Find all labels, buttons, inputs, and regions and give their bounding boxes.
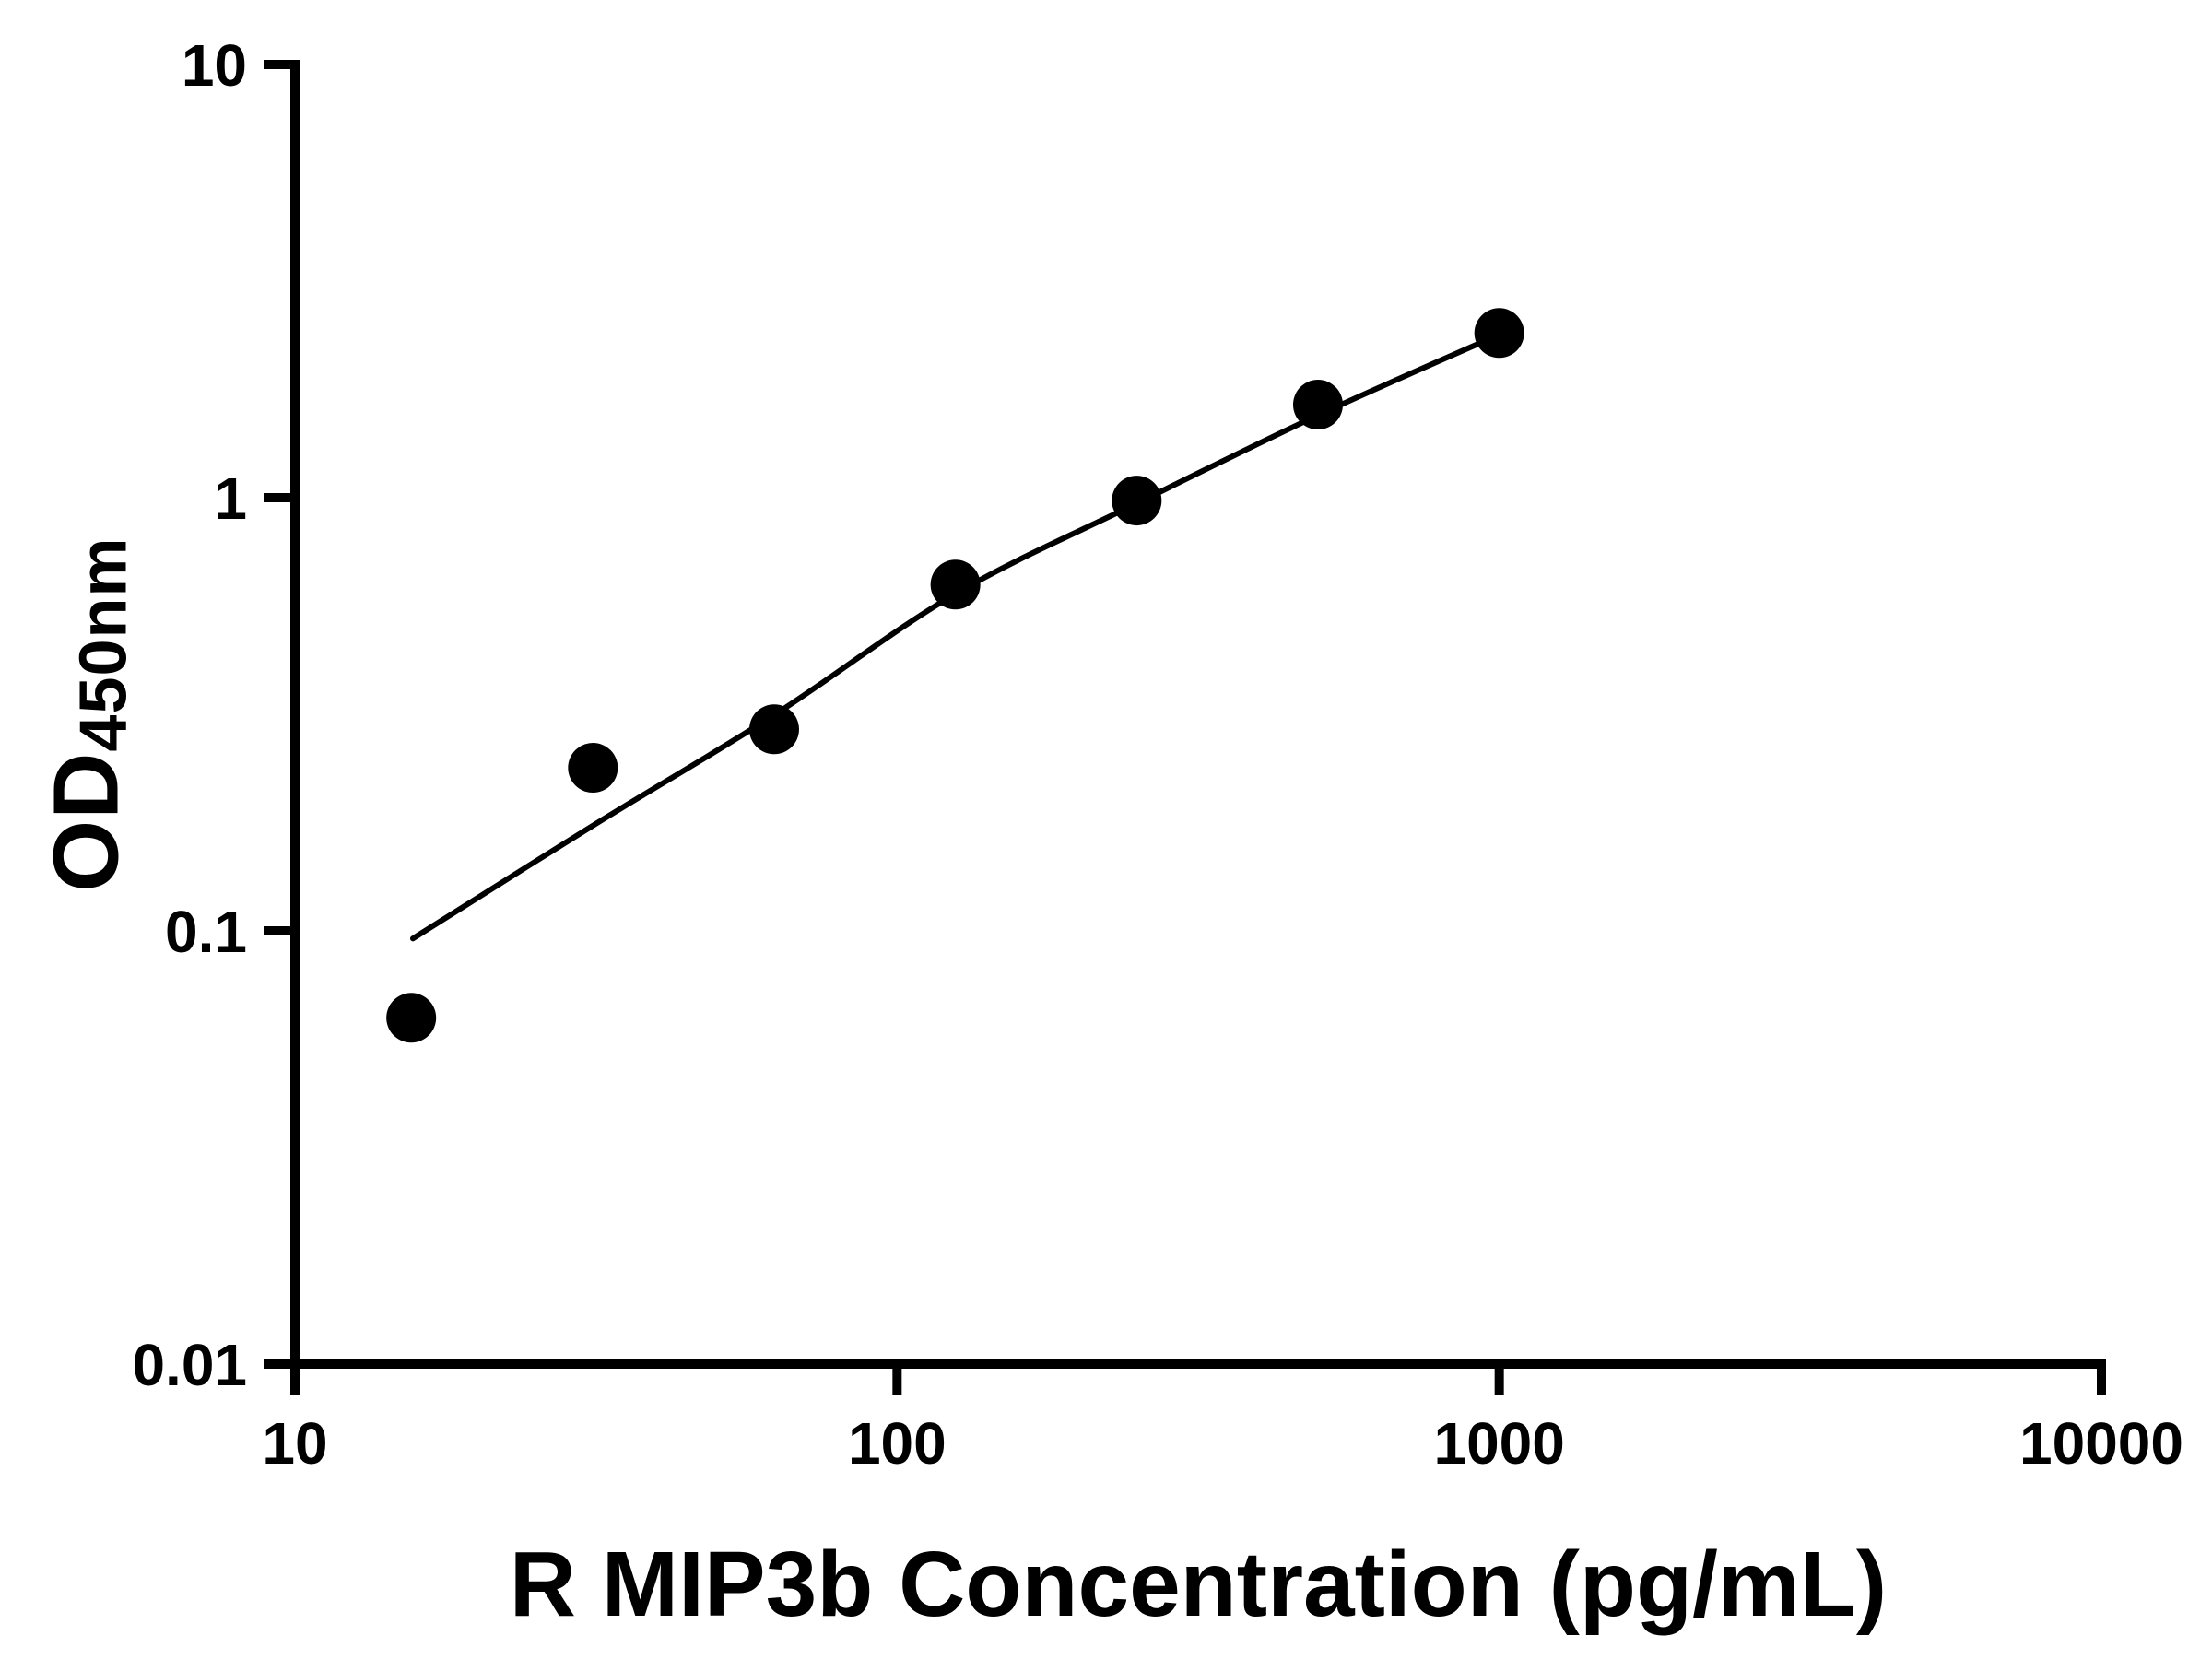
fit-curve — [409, 332, 1502, 942]
y-tick-label: 10 — [182, 32, 247, 99]
y-axis-title-main: OD — [34, 751, 138, 892]
y-axis-title-sub: 450nm — [66, 536, 141, 752]
y-tick-label: 1 — [214, 465, 247, 532]
x-tick-label: 10000 — [2019, 1410, 2183, 1477]
data-point — [1112, 476, 1162, 526]
y-tick-label: 0.1 — [165, 899, 247, 965]
x-tick-label: 100 — [848, 1410, 947, 1477]
axis-spine — [290, 60, 2106, 1369]
x-tick-label: 10 — [262, 1410, 327, 1477]
x-axis-title: R MIP3b Concentration (pg/mL) — [509, 1533, 1888, 1636]
x-tick-label: 1000 — [1433, 1410, 1564, 1477]
data-point — [1474, 308, 1524, 359]
data-point — [1292, 380, 1343, 430]
y-tick-label: 0.01 — [132, 1332, 247, 1398]
y-axis-title: OD450nm — [34, 536, 142, 891]
data-point — [748, 704, 799, 755]
data-point — [386, 993, 437, 1043]
data-point — [930, 559, 981, 610]
data-point — [568, 743, 618, 794]
